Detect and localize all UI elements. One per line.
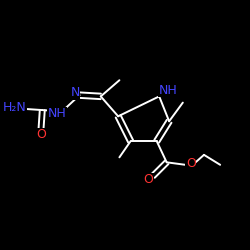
- Text: NH: NH: [158, 84, 177, 97]
- Text: H₂N: H₂N: [2, 101, 26, 114]
- Text: N: N: [70, 86, 80, 99]
- Text: O: O: [186, 157, 196, 170]
- Text: O: O: [143, 173, 153, 186]
- Text: NH: NH: [47, 107, 66, 120]
- Text: O: O: [36, 128, 46, 141]
